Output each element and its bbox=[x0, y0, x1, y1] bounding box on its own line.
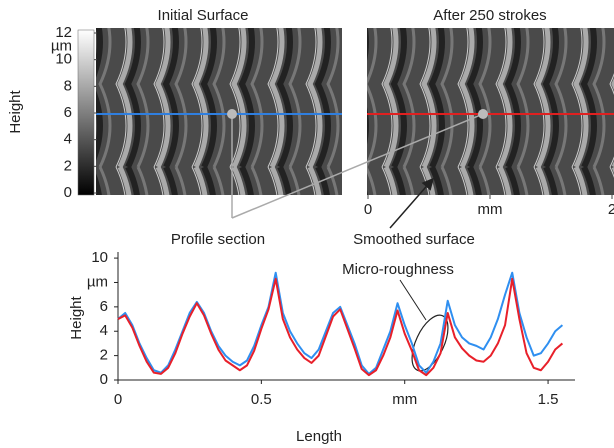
x-tick-label: 1.5 bbox=[538, 391, 559, 408]
section-dot bbox=[227, 109, 237, 119]
annotation: Micro-roughness bbox=[342, 261, 454, 278]
colorbar-tick-label: 4 bbox=[64, 131, 72, 148]
colorbar-tick-label: 6 bbox=[64, 104, 72, 121]
colorbar bbox=[77, 29, 95, 196]
x-tick-label: mm bbox=[392, 391, 417, 408]
y-tick-label: µm bbox=[87, 273, 108, 290]
data-line bbox=[117, 277, 564, 377]
colorbar-tick-label: 10 bbox=[55, 51, 72, 68]
y-tick-label: 0 bbox=[100, 371, 108, 388]
colorbar-tick-label: 0 bbox=[64, 184, 72, 201]
data-line bbox=[117, 271, 564, 375]
y-tick-label: 4 bbox=[100, 322, 108, 339]
colorbar-tick-label: 2 bbox=[64, 157, 72, 174]
y-axis-label: Height bbox=[68, 295, 85, 339]
section-dot bbox=[478, 109, 488, 119]
image-x-tick-label: 2 bbox=[608, 201, 614, 218]
image-x-tick-label: 0 bbox=[364, 201, 372, 218]
highlight-ellipse bbox=[411, 314, 449, 372]
pointer bbox=[399, 279, 427, 321]
image-title: Initial Surface bbox=[158, 7, 249, 24]
x-axis-label: Length bbox=[296, 428, 342, 445]
arrow bbox=[389, 177, 434, 229]
x-tick-label: 0 bbox=[114, 391, 122, 408]
image-title: After 250 strokes bbox=[433, 7, 546, 24]
y-tick-label: 6 bbox=[100, 298, 108, 315]
colorbar-tick-label: 12 bbox=[55, 24, 72, 41]
annotation: Smoothed surface bbox=[353, 231, 475, 248]
surface-image bbox=[367, 28, 614, 195]
colorbar-tick-label: 8 bbox=[64, 77, 72, 94]
colorbar-label: Height bbox=[7, 89, 24, 133]
image-x-tick-label: mm bbox=[478, 201, 503, 218]
y-tick-label: 10 bbox=[91, 249, 108, 266]
connector bbox=[231, 113, 484, 219]
colorbar-unit: µm bbox=[51, 37, 72, 54]
y-tick-label: 2 bbox=[100, 347, 108, 364]
x-tick-label: 0.5 bbox=[251, 391, 272, 408]
surface-image bbox=[96, 28, 342, 195]
annotation: Profile section bbox=[171, 231, 265, 248]
